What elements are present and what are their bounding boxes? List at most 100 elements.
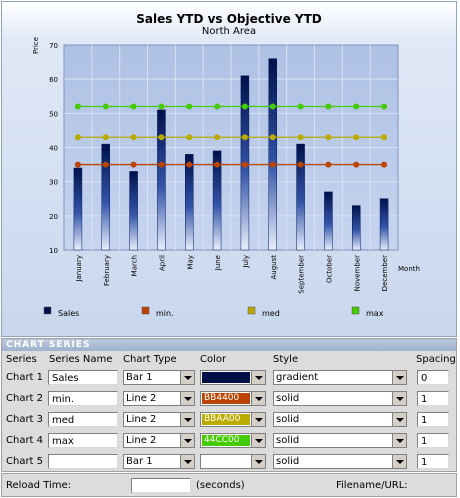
line-marker: [102, 103, 109, 110]
chevron-down-icon[interactable]: [251, 371, 265, 384]
style-value: solid: [276, 414, 300, 425]
line-marker: [269, 161, 276, 168]
legend-label: max: [366, 309, 384, 318]
chart-type-select[interactable]: Line 2: [123, 412, 195, 427]
color-select[interactable]: BB4400: [200, 391, 266, 406]
chart-type-select[interactable]: Line 2: [123, 433, 195, 448]
style-select[interactable]: solid: [273, 454, 407, 469]
line-marker: [130, 161, 137, 168]
line-marker: [381, 161, 388, 168]
line-marker: [241, 134, 248, 141]
series-row: Chart 2 min. Line 2 BB4400 solid 1: [2, 389, 458, 409]
y-tick-label: 60: [49, 76, 58, 84]
spacing-input[interactable]: 1: [417, 454, 449, 469]
chevron-down-icon[interactable]: [180, 413, 194, 426]
spacing-input[interactable]: 1: [417, 412, 449, 427]
line-marker: [186, 161, 193, 168]
chevron-down-icon[interactable]: [251, 455, 265, 468]
color-swatch: [202, 456, 250, 467]
series-name-input[interactable]: [48, 454, 118, 469]
chart-series-panel: CHART SERIES Series Series Name Chart Ty…: [1, 338, 457, 472]
bar-sales: [379, 198, 389, 251]
y-tick-label: 30: [49, 179, 58, 187]
style-value: solid: [276, 435, 300, 446]
series-name-input[interactable]: Sales: [48, 370, 118, 385]
line-marker: [241, 161, 248, 168]
x-tick-label: September: [298, 255, 306, 294]
bar-sales: [296, 143, 305, 251]
chart-type-value: Line 2: [126, 435, 157, 446]
col-head-spacing: Spacing: [416, 354, 456, 365]
line-marker: [353, 134, 360, 141]
chevron-down-icon[interactable]: [180, 371, 194, 384]
y-tick-label: 20: [49, 213, 58, 221]
series-name-input[interactable]: max: [48, 433, 118, 448]
chevron-down-icon[interactable]: [392, 392, 406, 405]
style-select[interactable]: gradient: [273, 370, 407, 385]
line-marker: [241, 103, 248, 110]
style-select[interactable]: solid: [273, 433, 407, 448]
line-marker: [158, 161, 165, 168]
x-tick-label: March: [131, 255, 139, 276]
chart-type-value: Line 2: [126, 414, 157, 425]
color-select[interactable]: [200, 454, 266, 469]
line-marker: [130, 103, 137, 110]
line-marker: [353, 103, 360, 110]
chevron-down-icon[interactable]: [392, 434, 406, 447]
y-tick-label: 50: [49, 110, 58, 118]
style-select[interactable]: solid: [273, 412, 407, 427]
chevron-down-icon[interactable]: [180, 455, 194, 468]
spacing-input[interactable]: 0: [417, 370, 449, 385]
chart-type-value: Bar 1: [126, 456, 153, 467]
bar-sales: [73, 167, 83, 251]
chart-type-select[interactable]: Bar 1: [123, 454, 195, 469]
series-name-input[interactable]: med: [48, 412, 118, 427]
reload-time-input[interactable]: [131, 478, 191, 493]
chevron-down-icon[interactable]: [392, 371, 406, 384]
chart-type-select[interactable]: Line 2: [123, 391, 195, 406]
line-marker: [269, 103, 276, 110]
bar-sales: [268, 58, 277, 251]
x-tick-label: November: [353, 255, 361, 292]
reload-time-label: Reload Time:: [6, 480, 72, 491]
line-marker: [297, 103, 304, 110]
legend-label: Sales: [58, 309, 79, 318]
line-marker: [158, 134, 165, 141]
chevron-down-icon[interactable]: [180, 434, 194, 447]
line-marker: [102, 161, 109, 168]
style-select[interactable]: solid: [273, 391, 407, 406]
bar-sales: [212, 150, 222, 251]
color-select[interactable]: BBAA00: [200, 412, 266, 427]
chart-subtitle: North Area: [202, 26, 256, 37]
line-marker: [381, 103, 388, 110]
col-head-style: Style: [273, 354, 299, 365]
line-marker: [297, 161, 304, 168]
line-marker: [186, 103, 193, 110]
chart-type-select[interactable]: Bar 1: [123, 370, 195, 385]
spacing-input[interactable]: 1: [417, 391, 449, 406]
x-tick-label: January: [75, 255, 83, 283]
color-select[interactable]: 44CC00: [200, 433, 266, 448]
series-name-input[interactable]: min.: [48, 391, 118, 406]
line-marker: [74, 103, 81, 110]
series-row: Chart 3 med Line 2 BBAA00 solid 1: [2, 410, 458, 430]
color-select[interactable]: 00114A: [200, 370, 266, 385]
spacing-input[interactable]: 1: [417, 433, 449, 448]
chevron-down-icon[interactable]: [392, 413, 406, 426]
chevron-down-icon[interactable]: [251, 392, 265, 405]
x-tick-label: May: [186, 255, 194, 269]
chevron-down-icon[interactable]: [251, 434, 265, 447]
color-swatch: BBAA00: [202, 414, 250, 425]
chart-type-value: Line 2: [126, 393, 157, 404]
col-head-series: Series: [6, 354, 37, 365]
color-swatch: BB4400: [202, 393, 250, 404]
bar-sales: [352, 205, 361, 251]
series-row-label: Chart 2: [6, 393, 44, 404]
series-row-label: Chart 3: [6, 414, 44, 425]
chart-series-header: CHART SERIES: [2, 339, 456, 351]
series-row-label: Chart 5: [6, 456, 44, 467]
chevron-down-icon[interactable]: [251, 413, 265, 426]
chevron-down-icon[interactable]: [392, 455, 406, 468]
chevron-down-icon[interactable]: [180, 392, 194, 405]
